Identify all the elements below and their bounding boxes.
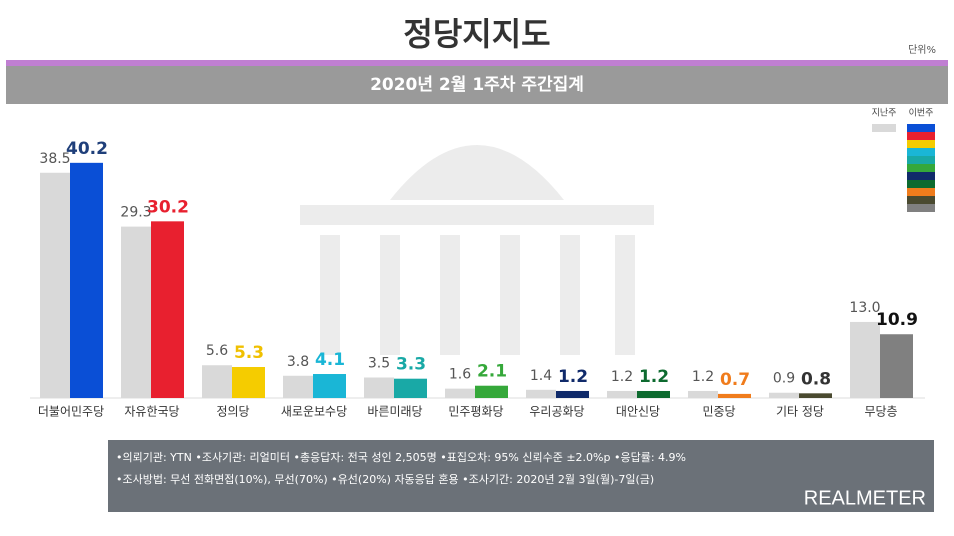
data-label: 30.2 [147, 197, 189, 217]
bar [526, 389, 556, 398]
bar [769, 392, 799, 398]
data-label: 1.2 [558, 367, 588, 387]
x-tick-label: 우리공화당 [529, 405, 584, 419]
x-tick-label: 새로운보수당 [281, 405, 347, 419]
legend-swatch [907, 140, 935, 148]
bar [607, 390, 637, 398]
legend-swatch [907, 132, 935, 140]
note: •조사방법: 무선 전화면접(10%), 무선(70%) •유선(20%) 자동… [116, 472, 654, 486]
x-tick-label: 바른미래당 [367, 405, 422, 419]
legend-swatch [907, 148, 935, 156]
data-label: 5.6 [206, 343, 228, 359]
data-label: 0.7 [720, 370, 750, 390]
data-label: 3.3 [396, 355, 426, 375]
data-label: 13.0 [849, 300, 880, 316]
x-tick-label: 더불어민주당 [38, 405, 104, 419]
data-label: 40.2 [66, 139, 108, 159]
notes-box [108, 440, 934, 512]
x-tick-label: 민주평화당 [448, 405, 503, 419]
bar [283, 375, 313, 398]
bar [40, 172, 70, 398]
x-tick-label: 무당층 [864, 405, 897, 419]
x-tick-label: 기타 정당 [776, 405, 824, 419]
legend-swatch [907, 204, 935, 212]
bar [313, 374, 346, 398]
chart-title: 정당지지도 [403, 15, 550, 53]
bar [394, 378, 427, 398]
bar [799, 393, 832, 398]
bar [718, 393, 751, 398]
legend-swatch [907, 164, 935, 172]
bar [70, 162, 103, 398]
data-label: 0.8 [801, 369, 831, 389]
bar [475, 385, 508, 398]
legend-swatch [872, 124, 896, 132]
legend-swatch [907, 196, 935, 204]
note: •의뢰기관: YTN •조사기관: 리얼미터 •총응답자: 전국 성인 2,50… [116, 450, 686, 464]
legend-swatch [907, 124, 935, 132]
bar [880, 334, 913, 398]
data-label: 10.9 [876, 310, 918, 330]
x-tick-label: 민중당 [702, 405, 735, 419]
legend-swatch [907, 172, 935, 180]
data-label: 1.2 [611, 369, 633, 385]
data-label: 2.1 [477, 362, 507, 382]
data-label: 3.5 [368, 356, 390, 372]
bar [202, 365, 232, 398]
background-illustration [300, 145, 654, 355]
data-label: 1.2 [639, 367, 669, 387]
legend-label: 지난주 [872, 108, 897, 119]
data-label: 0.9 [773, 371, 795, 387]
subtitle: 2020년 2월 1주차 주간집계 [370, 75, 584, 95]
bar [121, 226, 151, 398]
brand: REALMETER [804, 487, 926, 509]
data-label: 38.5 [39, 151, 70, 167]
data-label: 4.1 [315, 350, 345, 370]
x-tick-label: 대안신당 [616, 405, 660, 419]
data-label: 1.2 [692, 369, 714, 385]
x-tick-label: 정의당 [216, 405, 249, 419]
accent-bar [6, 60, 948, 66]
bar [445, 388, 475, 398]
data-label: 1.4 [530, 368, 552, 384]
subtitle-band [6, 66, 948, 104]
unit-label: 단위% [908, 43, 936, 56]
bar [364, 377, 394, 398]
bar [850, 321, 880, 398]
bar [556, 390, 589, 398]
legend-swatch [907, 188, 935, 196]
bar [688, 390, 718, 398]
legend-label: 이번주 [909, 108, 934, 119]
bar [151, 221, 184, 398]
bar [637, 390, 670, 398]
legend-swatch [907, 180, 935, 188]
data-label: 1.6 [449, 367, 471, 383]
data-label: 29.3 [120, 205, 151, 221]
legend-swatch [907, 156, 935, 164]
bar [232, 366, 265, 398]
data-label: 5.3 [234, 343, 264, 363]
x-tick-label: 자유한국당 [124, 405, 179, 419]
data-label: 3.8 [287, 354, 309, 370]
